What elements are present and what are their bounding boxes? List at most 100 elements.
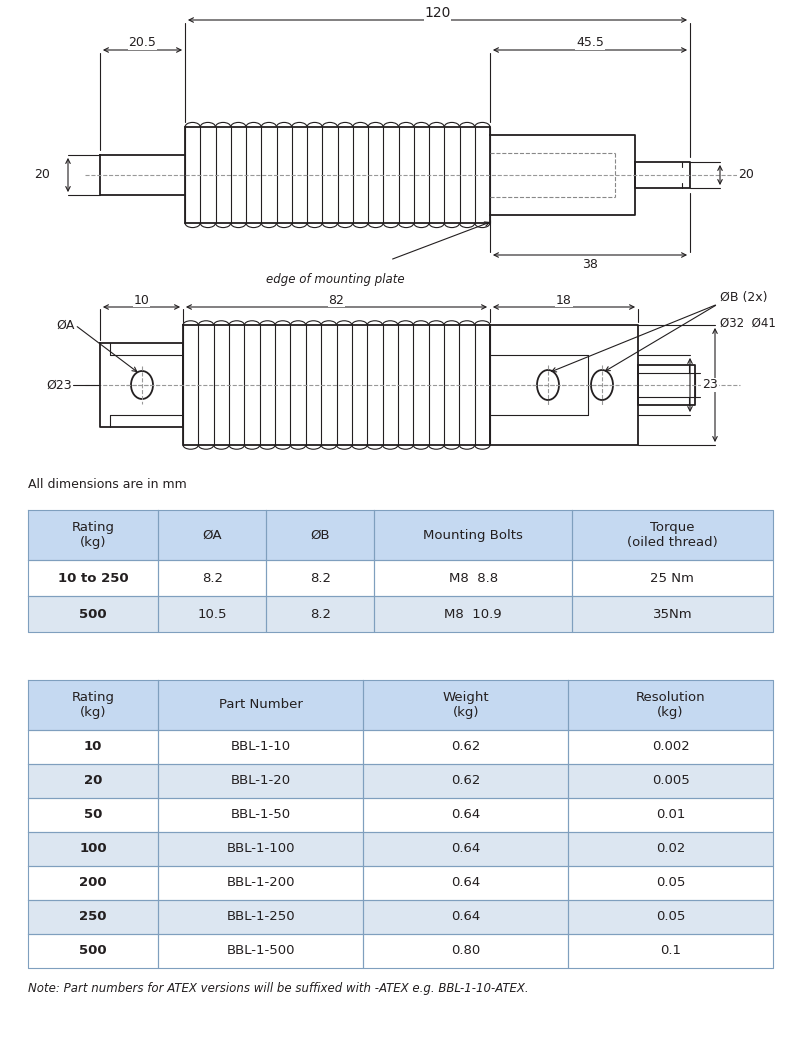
Text: 0.002: 0.002 [652, 741, 690, 753]
Bar [363, 900, 568, 934]
Bar [374, 560, 572, 596]
Text: 0.62: 0.62 [451, 775, 480, 787]
Bar [568, 730, 773, 764]
Text: BBL-1-500: BBL-1-500 [226, 944, 295, 957]
Bar [158, 560, 266, 596]
Text: 0.05: 0.05 [656, 910, 686, 923]
Bar [374, 510, 572, 560]
Bar [28, 596, 158, 632]
Text: ØB (2x): ØB (2x) [720, 292, 767, 305]
Bar [568, 832, 773, 866]
Text: 200: 200 [79, 876, 107, 889]
Text: 20: 20 [34, 169, 50, 181]
Text: 25 Nm: 25 Nm [650, 572, 694, 585]
Text: edge of mounting plate: edge of mounting plate [266, 273, 404, 286]
Bar [572, 560, 773, 596]
Bar [28, 934, 158, 968]
Bar [158, 832, 363, 866]
Text: Mounting Bolts: Mounting Bolts [423, 528, 523, 541]
Bar [266, 560, 374, 596]
Text: ØA: ØA [202, 528, 222, 541]
Text: 0.64: 0.64 [451, 842, 480, 855]
Bar [28, 866, 158, 900]
Text: 20: 20 [738, 169, 754, 181]
Bar [28, 510, 158, 560]
Text: 38: 38 [582, 259, 598, 272]
Bar [363, 798, 568, 832]
Text: 0.64: 0.64 [451, 808, 480, 821]
Text: 10.5: 10.5 [198, 608, 227, 621]
Text: 8.2: 8.2 [310, 608, 331, 621]
Text: M8  10.9: M8 10.9 [444, 608, 502, 621]
Bar [158, 680, 363, 730]
Text: 100: 100 [79, 842, 107, 855]
Bar [28, 680, 158, 730]
Bar [28, 730, 158, 764]
Text: Rating
(kg): Rating (kg) [72, 521, 114, 549]
Bar [568, 764, 773, 798]
Text: Rating
(kg): Rating (kg) [72, 691, 114, 719]
Text: 0.01: 0.01 [656, 808, 686, 821]
Text: 10 to 250: 10 to 250 [58, 572, 129, 585]
Text: 8.2: 8.2 [310, 572, 331, 585]
Bar [158, 934, 363, 968]
Text: 0.80: 0.80 [451, 944, 480, 957]
Text: 18: 18 [556, 294, 572, 307]
Bar [266, 596, 374, 632]
Text: 0.62: 0.62 [451, 741, 480, 753]
Text: Weight
(kg): Weight (kg) [442, 691, 489, 719]
Bar [158, 900, 363, 934]
Bar [363, 764, 568, 798]
Text: 500: 500 [79, 944, 107, 957]
Text: BBL-1-200: BBL-1-200 [226, 876, 295, 889]
Bar [568, 680, 773, 730]
Text: 10: 10 [84, 741, 102, 753]
Text: ØA: ØA [57, 318, 75, 331]
Text: 20: 20 [84, 775, 102, 787]
Bar [363, 730, 568, 764]
Text: 20.5: 20.5 [129, 36, 157, 50]
Text: 10: 10 [134, 294, 150, 307]
Bar [158, 866, 363, 900]
Bar [158, 764, 363, 798]
Text: 0.1: 0.1 [660, 944, 681, 957]
Bar [28, 764, 158, 798]
Text: 35Nm: 35Nm [653, 608, 692, 621]
Text: 0.64: 0.64 [451, 910, 480, 923]
Text: Resolution
(kg): Resolution (kg) [636, 691, 706, 719]
Text: M8  8.8: M8 8.8 [449, 572, 498, 585]
Text: BBL-1-50: BBL-1-50 [230, 808, 291, 821]
Text: 23: 23 [702, 379, 718, 392]
Text: 0.02: 0.02 [656, 842, 686, 855]
Text: 0.05: 0.05 [656, 876, 686, 889]
Bar [568, 900, 773, 934]
Text: Ø32  Ø41: Ø32 Ø41 [720, 317, 776, 330]
Bar [568, 866, 773, 900]
Bar [572, 596, 773, 632]
Bar [158, 730, 363, 764]
Bar [363, 866, 568, 900]
Text: Ø23: Ø23 [46, 379, 72, 392]
Text: 82: 82 [329, 294, 345, 307]
Bar [158, 510, 266, 560]
Text: Torque
(oiled thread): Torque (oiled thread) [627, 521, 718, 549]
Text: BBL-1-100: BBL-1-100 [226, 842, 295, 855]
Bar [363, 934, 568, 968]
Bar [28, 798, 158, 832]
Bar [28, 560, 158, 596]
Text: 120: 120 [424, 6, 450, 20]
Text: 0.005: 0.005 [652, 775, 690, 787]
Text: BBL-1-10: BBL-1-10 [230, 741, 291, 753]
Text: All dimensions are in mm: All dimensions are in mm [28, 479, 186, 491]
Text: ØB: ØB [310, 528, 330, 541]
Bar [266, 510, 374, 560]
Text: 500: 500 [79, 608, 107, 621]
Bar [568, 934, 773, 968]
Bar [28, 900, 158, 934]
Text: BBL-1-250: BBL-1-250 [226, 910, 295, 923]
Bar [28, 832, 158, 866]
Bar [158, 798, 363, 832]
Text: 250: 250 [79, 910, 107, 923]
Text: 50: 50 [84, 808, 102, 821]
Text: BBL-1-20: BBL-1-20 [230, 775, 291, 787]
